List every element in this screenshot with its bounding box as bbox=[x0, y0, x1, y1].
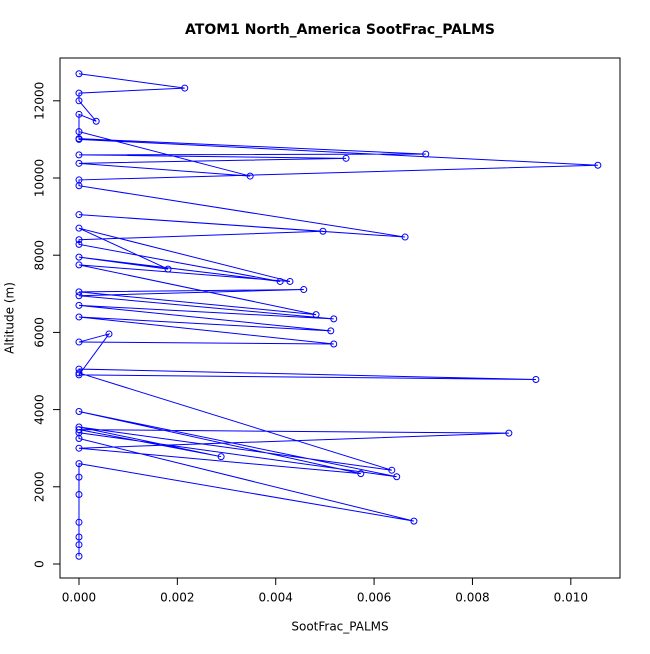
data-point bbox=[164, 265, 172, 273]
data-point bbox=[594, 161, 602, 169]
data-point bbox=[105, 330, 113, 338]
data-point bbox=[75, 313, 83, 321]
y-tick-label: 4000 bbox=[33, 394, 47, 425]
data-point bbox=[327, 327, 335, 335]
data-point bbox=[92, 117, 100, 125]
data-point bbox=[75, 240, 83, 248]
data-point bbox=[410, 517, 418, 525]
data-point bbox=[75, 460, 83, 468]
data-point bbox=[75, 518, 83, 526]
data-point bbox=[388, 466, 396, 474]
data-point bbox=[330, 340, 338, 348]
x-tick-label: 0.008 bbox=[455, 591, 489, 605]
data-point bbox=[75, 444, 83, 452]
data-point bbox=[246, 172, 254, 180]
data-point bbox=[342, 154, 350, 162]
data-point bbox=[401, 233, 409, 241]
data-point bbox=[75, 182, 83, 190]
data-point bbox=[75, 288, 83, 296]
x-tick-label: 0.006 bbox=[357, 591, 391, 605]
data-point bbox=[75, 491, 83, 499]
data-point bbox=[319, 227, 327, 235]
y-tick-label: 2000 bbox=[33, 472, 47, 503]
data-point bbox=[286, 277, 294, 285]
data-point bbox=[75, 552, 83, 560]
data-point bbox=[312, 311, 320, 319]
data-point bbox=[75, 369, 83, 377]
data-point bbox=[75, 70, 83, 78]
data-point bbox=[75, 292, 83, 300]
x-tick-label: 0.002 bbox=[160, 591, 194, 605]
data-point bbox=[217, 453, 225, 461]
data-point bbox=[330, 315, 338, 323]
data-point bbox=[75, 338, 83, 346]
data-point bbox=[276, 277, 284, 285]
data-point bbox=[75, 541, 83, 549]
data-point bbox=[75, 533, 83, 541]
data-point bbox=[75, 365, 83, 373]
data-point bbox=[393, 473, 401, 481]
data-point bbox=[357, 470, 365, 478]
data-point bbox=[75, 301, 83, 309]
data-point bbox=[75, 159, 83, 167]
y-tick-label: 10000 bbox=[33, 159, 47, 197]
data-point bbox=[75, 473, 83, 481]
data-point bbox=[75, 224, 83, 232]
x-axis-label: SootFrac_PALMS bbox=[291, 620, 388, 634]
data-point bbox=[75, 253, 83, 261]
data-line bbox=[78, 73, 598, 557]
plot-box bbox=[59, 57, 621, 579]
x-tick-label: 0.000 bbox=[62, 591, 96, 605]
data-point bbox=[300, 286, 308, 294]
y-tick-label: 6000 bbox=[33, 317, 47, 348]
data-point bbox=[75, 89, 83, 97]
data-point bbox=[75, 97, 83, 105]
data-point bbox=[422, 150, 430, 158]
chart-title: ATOM1 North_America SootFrac_PALMS bbox=[185, 22, 495, 38]
data-point bbox=[532, 375, 540, 383]
y-tick-label: 12000 bbox=[33, 82, 47, 120]
y-axis-label: Altitude (m) bbox=[3, 282, 17, 354]
data-point bbox=[75, 261, 83, 269]
data-point bbox=[181, 84, 189, 92]
x-tick-label: 0.004 bbox=[259, 591, 293, 605]
data-point bbox=[75, 426, 83, 434]
data-point bbox=[505, 429, 513, 437]
y-tick-label: 8000 bbox=[33, 240, 47, 271]
x-tick-label: 0.010 bbox=[554, 591, 588, 605]
data-point bbox=[75, 236, 83, 244]
data-point bbox=[75, 408, 83, 416]
y-tick-label: 0 bbox=[33, 560, 47, 568]
data-point bbox=[75, 151, 83, 159]
data-point bbox=[75, 435, 83, 443]
data-point bbox=[75, 110, 83, 118]
data-point bbox=[75, 128, 83, 136]
data-point bbox=[75, 211, 83, 219]
data-point bbox=[75, 135, 83, 143]
